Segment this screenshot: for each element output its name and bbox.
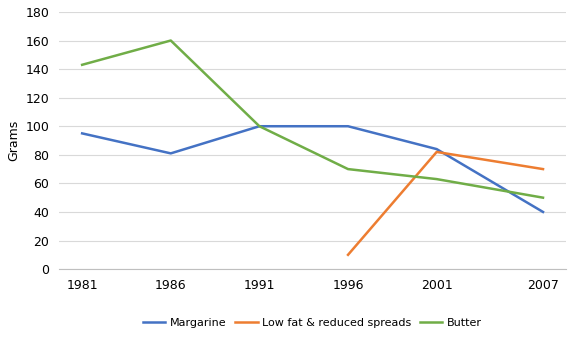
Line: Low fat & reduced spreads: Low fat & reduced spreads [348, 152, 543, 255]
Low fat & reduced spreads [433, 150, 440, 154]
Butter [344, 167, 351, 171]
Margarine [344, 124, 351, 128]
Margarine [256, 124, 263, 128]
Butter [540, 196, 547, 200]
Y-axis label: Grams: Grams [7, 120, 20, 161]
Low fat & reduced spreads [540, 167, 547, 171]
Margarine [433, 147, 440, 151]
Butter [256, 124, 263, 128]
Butter [433, 177, 440, 181]
Low fat & reduced spreads [344, 253, 351, 257]
Margarine [79, 131, 85, 136]
Legend: Margarine, Low fat & reduced spreads, Butter: Margarine, Low fat & reduced spreads, Bu… [139, 313, 486, 332]
Margarine [540, 210, 547, 214]
Butter [79, 63, 85, 67]
Butter [167, 38, 174, 42]
Margarine [167, 151, 174, 156]
Line: Butter: Butter [82, 40, 543, 198]
Line: Margarine: Margarine [82, 126, 543, 212]
